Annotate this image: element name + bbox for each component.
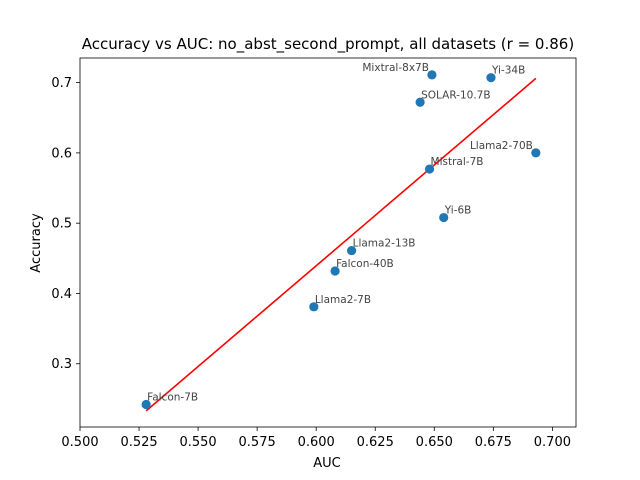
axes-frame xyxy=(79,57,577,428)
data-point xyxy=(330,266,340,276)
point-label: Mixtral-8x7B xyxy=(362,62,429,74)
data-point xyxy=(141,399,151,410)
point-label: Llama2-7B xyxy=(315,294,371,306)
y-tick-label: 0.7 xyxy=(51,76,72,91)
data-point xyxy=(424,164,435,174)
chart-title: Accuracy vs AUC: no_abst_second_prompt, … xyxy=(82,35,574,54)
regression-line xyxy=(145,77,537,412)
x-tick-label: 0.650 xyxy=(416,435,453,450)
data-point xyxy=(439,212,449,223)
y-axis-title: Accuracy xyxy=(29,213,44,273)
x-axis-title: AUC xyxy=(313,456,341,471)
x-tick-label: 0.625 xyxy=(357,435,394,450)
data-point xyxy=(347,245,357,256)
point-label: Llama2-13B xyxy=(353,238,416,250)
data-point xyxy=(531,148,541,158)
point-label: Mistral-7B xyxy=(431,156,484,168)
point-label: Yi-6B xyxy=(444,205,472,217)
x-tick-label: 0.525 xyxy=(120,435,157,450)
x-tick-label: 0.500 xyxy=(61,435,98,450)
x-tick-label: 0.700 xyxy=(534,435,571,450)
point-label: Llama2-70B xyxy=(470,140,533,152)
data-point xyxy=(486,73,496,83)
x-tick-label: 0.600 xyxy=(298,435,335,450)
x-tick-label: 0.575 xyxy=(239,435,276,450)
data-point xyxy=(309,302,319,312)
point-label: SOLAR-10.7B xyxy=(421,89,490,101)
x-tick-label: 0.550 xyxy=(179,435,216,450)
data-point xyxy=(427,70,437,80)
point-label: Falcon-40B xyxy=(336,258,394,270)
x-tick-label: 0.675 xyxy=(475,435,512,450)
plot-area: 0.500 0.525 0.550 0.575 0.600 0.625 0.650 0.675… xyxy=(51,57,577,450)
y-tick-label: 0.3 xyxy=(51,357,72,372)
point-label: Yi-34B xyxy=(491,65,525,77)
data-point xyxy=(415,97,425,107)
y-tick-label: 0.5 xyxy=(51,217,72,232)
y-tick-label: 0.4 xyxy=(51,287,72,302)
point-label: Falcon-7B xyxy=(147,392,198,404)
y-tick-label: 0.6 xyxy=(51,146,72,161)
